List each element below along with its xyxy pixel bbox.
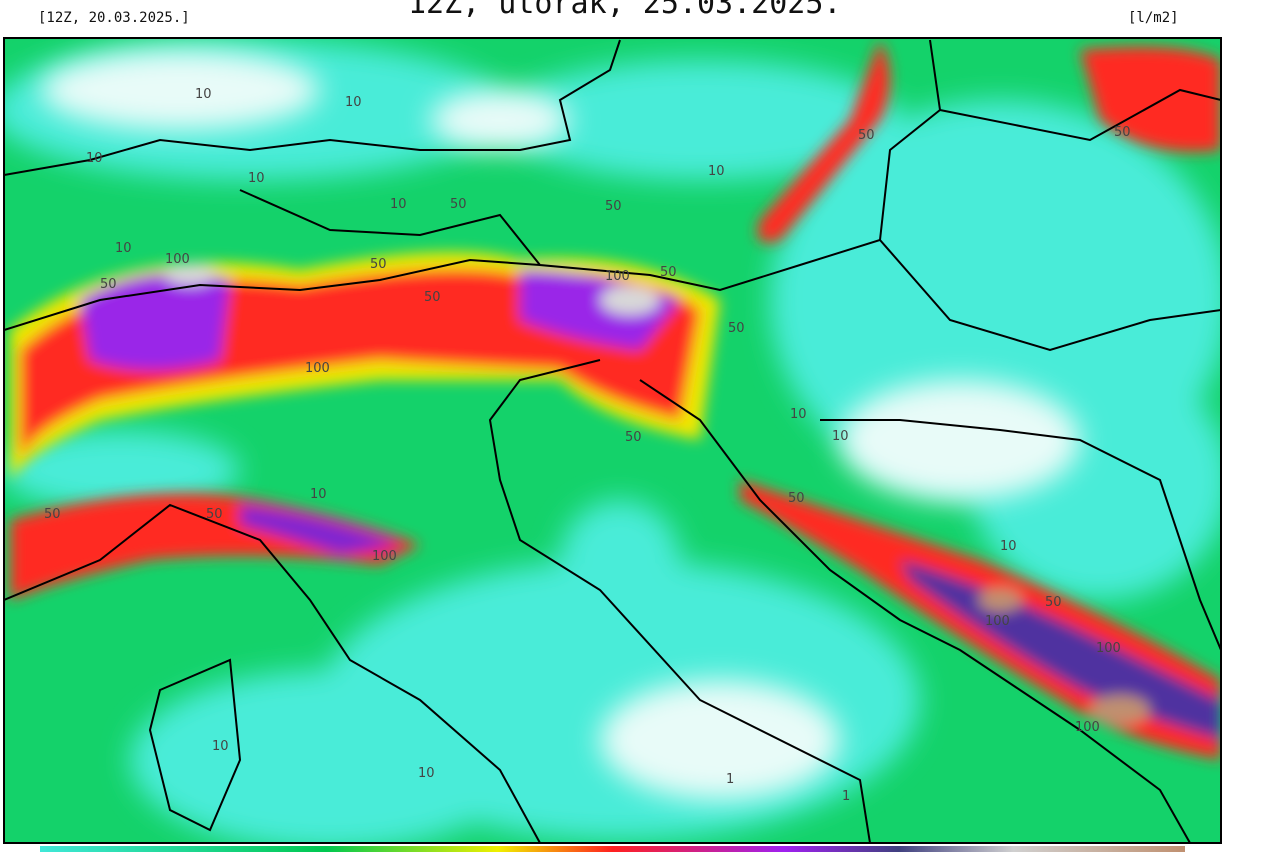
contour-label: 50 <box>206 507 223 522</box>
precip-field <box>4 38 1221 843</box>
contour-label: 100 <box>605 269 630 284</box>
unit-label: [l/m2] <box>1128 10 1179 26</box>
contour-label: 50 <box>625 430 642 445</box>
contour-label: 10 <box>790 407 807 422</box>
contour-label: 100 <box>305 361 330 376</box>
color-bar <box>40 846 1185 852</box>
map-frame <box>3 37 1222 844</box>
contour-label: 50 <box>370 257 387 272</box>
contour-label: 10 <box>115 241 132 256</box>
contour-label: 100 <box>1096 641 1121 656</box>
contour-label: 50 <box>605 199 622 214</box>
contour-label: 10 <box>708 164 725 179</box>
contour-label: 50 <box>450 197 467 212</box>
contour-label: 100 <box>372 549 397 564</box>
contour-label: 50 <box>100 277 117 292</box>
contour-label: 50 <box>788 491 805 506</box>
borders <box>4 39 1221 843</box>
contour-label: 10 <box>1000 539 1017 554</box>
contour-label: 100 <box>165 252 190 267</box>
contour-label: 50 <box>1045 595 1062 610</box>
contour-label: 10 <box>345 95 362 110</box>
run-label: [12Z, 20.03.2025.] <box>38 10 190 26</box>
contour-label: 50 <box>424 290 441 305</box>
contour-label: 100 <box>1075 720 1100 735</box>
contour-label: 10 <box>248 171 265 186</box>
contour-label: 1 <box>726 772 734 787</box>
contour-label: 10 <box>310 487 327 502</box>
contour-label: 50 <box>858 128 875 143</box>
contour-label: 100 <box>985 614 1010 629</box>
contour-label: 50 <box>1114 125 1131 140</box>
contour-label: 50 <box>660 265 677 280</box>
contour-label: 1 <box>842 789 850 804</box>
contour-label: 10 <box>195 87 212 102</box>
contour-label: 10 <box>832 429 849 444</box>
contour-label: 10 <box>390 197 407 212</box>
contour-label: 50 <box>44 507 61 522</box>
contour-label: 10 <box>212 739 229 754</box>
map-title: 12Z, utorak, 25.03.2025. <box>408 0 842 21</box>
contour-label: 10 <box>418 766 435 781</box>
contour-label: 50 <box>728 321 745 336</box>
contour-labels: 10 10 10 10 10 10 50 50 50 50 100 100 50… <box>44 87 1131 804</box>
contour-label: 10 <box>86 151 103 166</box>
